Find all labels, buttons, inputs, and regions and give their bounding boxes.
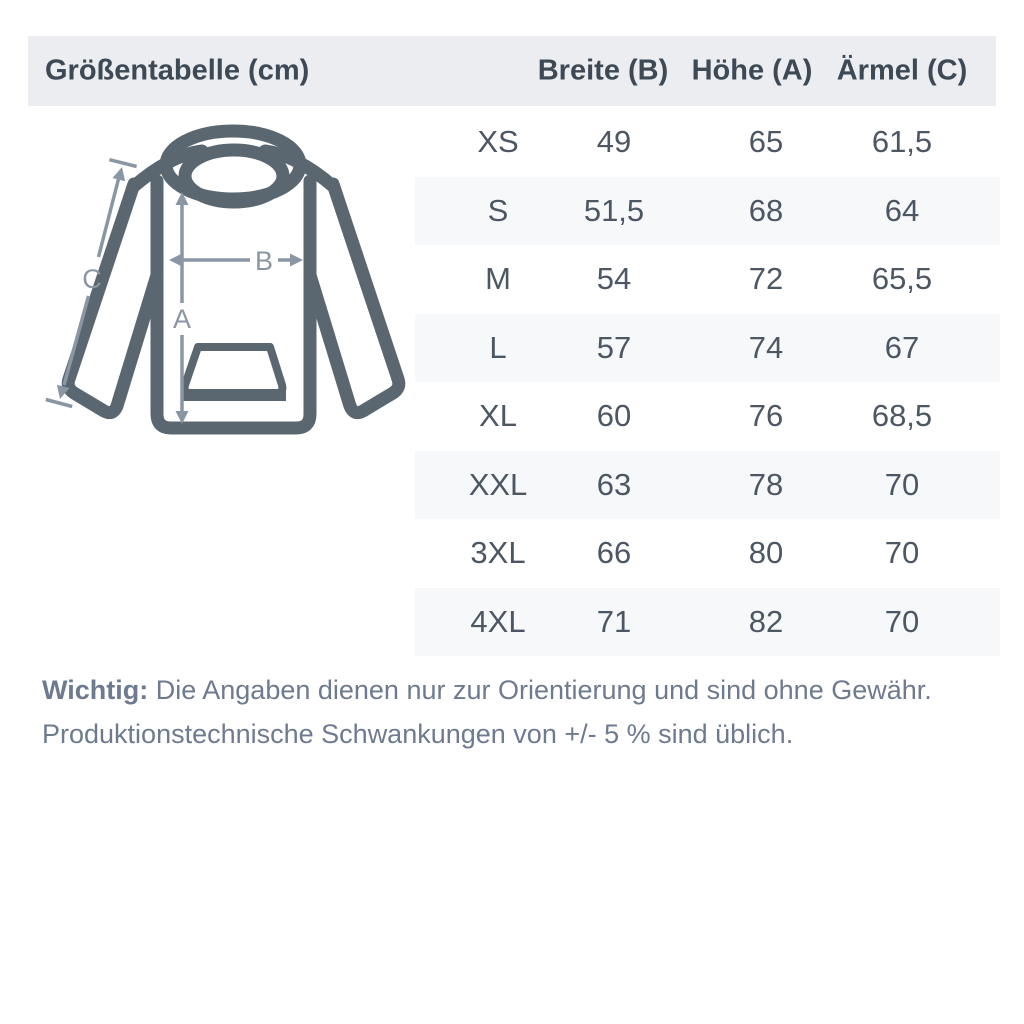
hoodie-outline	[61, 124, 406, 435]
aermel-value: 68,5	[871, 398, 933, 434]
table-row-4xl: 4XL 71 82 70	[415, 587, 1000, 656]
table-row-xl: XL 60 76 68,5	[415, 382, 1000, 451]
arrowhead-c-down	[56, 384, 70, 399]
hoehe-value: 76	[748, 398, 784, 434]
pocket-outline	[180, 343, 287, 397]
hoodie-drawing: A B C	[45, 124, 406, 435]
column-header-aermel: Ärmel (C)	[836, 54, 968, 87]
measure-c-tick-top	[108, 158, 138, 169]
column-header-breite: Breite (B)	[537, 54, 669, 87]
disclaimer-line1: Die Angaben dienen nur zur Orientierung …	[148, 675, 932, 705]
aermel-value: 65,5	[871, 261, 933, 297]
size-label: M	[485, 261, 511, 297]
aermel-value: 61,5	[871, 124, 933, 160]
measure-label-b: B	[255, 246, 273, 276]
measure-c-line-top	[96, 178, 121, 258]
size-label: 4XL	[470, 603, 526, 639]
measure-label-c: C	[82, 264, 102, 294]
breite-value: 63	[596, 466, 632, 502]
arrowhead-b-left	[169, 253, 182, 267]
aermel-value: 67	[884, 329, 920, 365]
hoehe-value: 68	[748, 192, 784, 228]
size-table: XS 49 65 61,5 S 51,5 68 64 M 54 72 65,5 …	[415, 108, 1000, 656]
arrowhead-a-down	[175, 411, 189, 424]
arrowhead-a-up	[175, 192, 189, 205]
aermel-value: 70	[884, 466, 920, 502]
table-row-s: S 51,5 68 64	[415, 176, 1000, 245]
disclaimer-note: Wichtig: Die Angaben dienen nur zur Orie…	[42, 668, 992, 756]
arrowhead-b-right	[290, 253, 303, 267]
size-label: XL	[479, 398, 517, 434]
table-header-band: Größentabelle (cm) Breite (B) Höhe (A) Ä…	[28, 36, 996, 106]
right-sleeve	[303, 177, 406, 420]
left-sleeve	[61, 177, 164, 420]
hoehe-value: 80	[748, 535, 784, 571]
table-row-xxl: XXL 63 78 70	[415, 450, 1000, 519]
measure-labels: A B C	[82, 246, 273, 334]
aermel-value: 70	[884, 603, 920, 639]
hoehe-value: 82	[748, 603, 784, 639]
disclaimer-prefix: Wichtig:	[42, 675, 149, 705]
breite-value: 51,5	[583, 192, 645, 228]
table-row-3xl: 3XL 66 80 70	[415, 519, 1000, 588]
hoodie-body	[150, 174, 317, 435]
page-title: Größentabelle (cm)	[45, 54, 310, 87]
hood-inner	[178, 143, 290, 209]
table-row-m: M 54 72 65,5	[415, 245, 1000, 314]
breite-value: 57	[596, 329, 632, 365]
hoehe-value: 74	[748, 329, 784, 365]
measure-label-a: A	[173, 304, 191, 334]
hoehe-value: 72	[748, 261, 784, 297]
size-label: XXL	[468, 466, 528, 502]
breite-value: 71	[596, 603, 632, 639]
size-label: S	[487, 192, 509, 228]
breite-value: 49	[596, 124, 632, 160]
hoodie-measurement-diagram: A B C	[30, 123, 415, 453]
breite-value: 54	[596, 261, 632, 297]
hoehe-value: 65	[748, 124, 784, 160]
measure-c-tick-bottom	[45, 397, 73, 409]
disclaimer-line2: Produktionstechnische Schwankungen von +…	[42, 719, 794, 749]
kangaroo-pocket	[180, 343, 287, 401]
aermel-value: 70	[884, 535, 920, 571]
size-label: 3XL	[470, 535, 526, 571]
size-label: XS	[477, 124, 519, 160]
measure-c-line-bottom	[62, 295, 91, 386]
measure-lines	[45, 158, 292, 413]
table-row-l: L 57 74 67	[415, 313, 1000, 382]
column-header-hoehe: Höhe (A)	[691, 54, 813, 87]
measure-arrowheads	[56, 167, 303, 424]
aermel-value: 64	[884, 192, 920, 228]
breite-value: 66	[596, 535, 632, 571]
hoehe-value: 78	[748, 466, 784, 502]
arrowhead-c-up	[112, 167, 126, 182]
table-row-xs: XS 49 65 61,5	[415, 108, 1000, 177]
size-label: L	[489, 329, 507, 365]
breite-value: 60	[596, 398, 632, 434]
